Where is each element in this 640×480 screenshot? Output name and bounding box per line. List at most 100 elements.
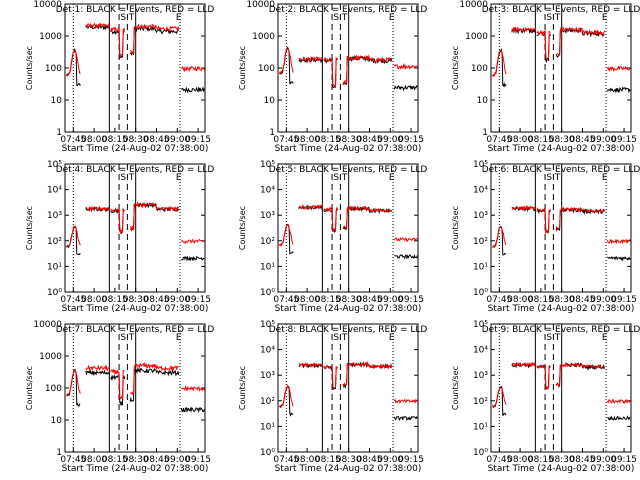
series-lld-line [298, 362, 323, 369]
series-lld-line [555, 361, 605, 386]
series-lld-line [606, 238, 631, 245]
x-axis-label: Start Time (24-Aug-02 07:38:00) [62, 144, 209, 154]
plot-frame [64, 323, 206, 453]
y-axis-label: Counts/sec [451, 366, 460, 410]
x-tick-label: 08:45 [144, 295, 170, 305]
plot-frame [64, 163, 206, 293]
series-lld-line [298, 204, 323, 211]
marker-label: T [128, 13, 135, 23]
marker-label: S [546, 173, 552, 183]
series-lld-line [555, 26, 606, 56]
series-lld-line [536, 364, 551, 391]
x-tick-label: 08:15 [102, 455, 128, 465]
x-axis-label: Start Time (24-Aug-02 07:38:00) [488, 304, 635, 314]
y-tick-label: 10⁰ [260, 448, 275, 458]
y-tick-label: 100 [45, 64, 62, 74]
x-tick-label: 08:45 [570, 455, 596, 465]
y-tick-label: 100 [258, 64, 275, 74]
series-lld-line [110, 26, 126, 58]
marker-label: T [341, 173, 348, 183]
series-events-line [511, 27, 536, 35]
series-lld-line [85, 205, 110, 212]
series-lld-line [491, 387, 507, 408]
marker-label: T [128, 333, 135, 343]
x-tick-label: 08:00 [81, 455, 107, 465]
marker-label: E [176, 13, 182, 23]
y-tick-label: 10² [260, 237, 275, 247]
y-tick-label: 1 [482, 128, 488, 138]
series-lld-line [85, 22, 110, 30]
series-lld-line [511, 26, 536, 34]
series-lld-line [491, 49, 507, 78]
marker-label: T [554, 173, 561, 183]
y-tick-label: 10¹ [260, 422, 275, 432]
series-lld-line [492, 226, 507, 249]
marker-label: E [602, 13, 608, 23]
x-axis-label: Start Time (24-Aug-02 07:38:00) [275, 304, 422, 314]
panel-title: Det 7: BLACK = Events, RED = LLD [56, 325, 215, 335]
marker-label: E [389, 13, 395, 23]
series-events-line [393, 415, 418, 421]
marker-label: S [120, 13, 126, 23]
series-lld-line [278, 224, 294, 247]
series-lld-line [323, 206, 339, 233]
y-tick-label: 10000 [33, 320, 62, 330]
x-tick-label: 07:45 [273, 135, 299, 145]
x-axis-label: Start Time (24-Aug-02 07:38:00) [275, 144, 422, 154]
y-tick-label: 10 [51, 96, 63, 106]
y-tick-label: 10⁰ [260, 288, 275, 298]
panel-title: Det 6: BLACK = Events, RED = LLD [482, 165, 640, 175]
marker-label: S [333, 173, 339, 183]
y-tick-label: 10³ [260, 371, 275, 381]
marker-label: E [602, 173, 608, 183]
marker-label: E [602, 333, 608, 343]
x-tick-label: 08:00 [294, 135, 320, 145]
plot-frame [490, 163, 632, 293]
series-lld-line [511, 204, 536, 212]
marker-label: S [546, 13, 552, 23]
y-axis-label: Counts/sec [25, 366, 34, 410]
y-tick-label: 10³ [260, 211, 275, 221]
y-tick-label: 100 [471, 64, 488, 74]
x-tick-label: 07:45 [273, 295, 299, 305]
x-tick-label: 09:15 [398, 455, 424, 465]
marker-label: S [333, 13, 339, 23]
series-lld-line [393, 398, 418, 405]
x-tick-label: 08:15 [315, 135, 341, 145]
x-tick-label: 08:15 [315, 295, 341, 305]
x-tick-label: 08:45 [357, 455, 383, 465]
series-lld-line [323, 364, 338, 389]
series-lld-line [129, 361, 179, 396]
x-tick-label: 08:30 [123, 135, 149, 145]
x-axis-label: Start Time (24-Aug-02 07:38:00) [488, 144, 635, 154]
series-lld-line [129, 201, 180, 232]
x-tick-label: 08:00 [81, 295, 107, 305]
y-tick-label: 10⁴ [260, 346, 275, 356]
y-tick-label: 1000 [39, 352, 62, 362]
panel-title: Det 1: BLACK = Events, RED = LLD [56, 5, 215, 15]
x-tick-label: 09:00 [590, 295, 616, 305]
y-tick-label: 10⁵ [260, 160, 275, 170]
y-tick-label: 10 [264, 96, 276, 106]
x-tick-label: 09:15 [398, 135, 424, 145]
y-tick-label: 10² [260, 397, 275, 407]
y-tick-label: 10⁰ [473, 448, 488, 458]
y-axis-label: Counts/sec [25, 206, 34, 250]
y-tick-label: 10⁴ [47, 186, 62, 196]
series-events-line [180, 86, 205, 94]
x-tick-label: 08:00 [507, 455, 533, 465]
panel-title: Det 9: BLACK = Events, RED = LLD [482, 325, 640, 335]
x-tick-label: 08:00 [294, 295, 320, 305]
x-tick-label: 08:30 [123, 455, 149, 465]
series-events-line [129, 25, 180, 56]
series-lld-line [298, 56, 323, 63]
series-lld-line [323, 56, 338, 88]
x-tick-label: 08:45 [357, 135, 383, 145]
series-events-line [606, 86, 631, 94]
x-tick-label: 08:30 [336, 455, 362, 465]
marker-label: S [120, 333, 126, 343]
y-tick-label: 10⁵ [473, 320, 488, 330]
series-events-line [342, 54, 393, 85]
